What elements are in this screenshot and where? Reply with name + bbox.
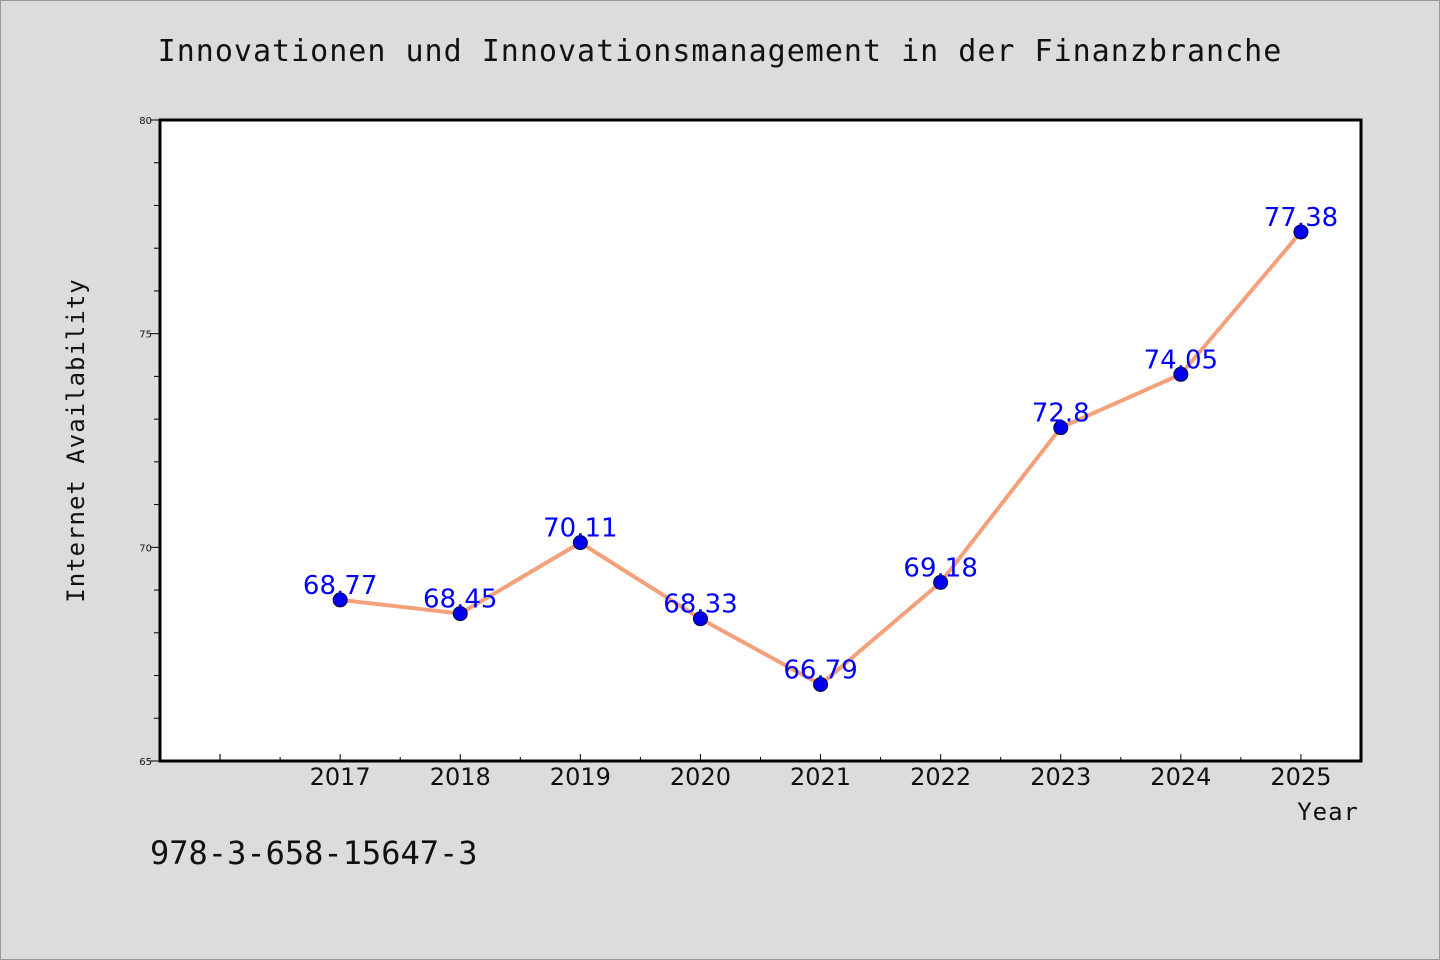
- x-tick-label: 2021: [790, 763, 851, 791]
- data-point: [1053, 420, 1069, 436]
- y-axis: 65 70 75 80: [139, 116, 160, 768]
- y-tick-label: 80: [139, 116, 152, 127]
- y-tick-label: 65: [139, 757, 152, 768]
- data-label: 66.79: [783, 656, 857, 686]
- x-tick-label: 2024: [1150, 763, 1211, 791]
- plot-area: [158, 118, 1363, 763]
- x-tick-label: 2019: [550, 763, 611, 791]
- data-label: 70.11: [543, 514, 617, 544]
- data-label: 74.05: [1144, 345, 1218, 375]
- footer-code: 978-3-658-15647-3: [150, 834, 478, 872]
- data-point: [933, 574, 949, 590]
- x-tick-label: 2017: [310, 763, 371, 791]
- data-point: [572, 535, 588, 551]
- data-label: 77.38: [1264, 203, 1338, 233]
- data-point: [332, 592, 348, 608]
- data-point: [692, 611, 708, 627]
- data-label: 68.77: [303, 571, 377, 601]
- y-axis-title: Internet Availability: [62, 278, 90, 602]
- data-label: 69.18: [903, 553, 977, 583]
- x-tick-label: 2022: [910, 763, 971, 791]
- x-axis-title: Year: [1297, 798, 1359, 826]
- y-tick-label: 75: [139, 330, 152, 341]
- data-label: 68.33: [663, 590, 737, 620]
- data-label: 68.45: [423, 585, 497, 615]
- y-tick-label: 70: [139, 543, 152, 554]
- data-point: [1293, 224, 1309, 240]
- x-axis: 2017 2018 2019 2020 2021 2022 2023 2024 2025: [219, 754, 1331, 791]
- data-point: [1173, 366, 1189, 382]
- chart-title: Innovationen und Innovationsmanagement i…: [157, 34, 1283, 69]
- series-layer: 68.77 68.45 70.11 68.33 66.79 69.18 72.8 74.05 7…: [303, 203, 1338, 693]
- x-tick-label: 2018: [430, 763, 491, 791]
- data-point: [452, 606, 468, 622]
- x-tick-label: 2023: [1030, 763, 1091, 791]
- x-tick-label: 2020: [670, 763, 731, 791]
- data-label: 72.8: [1032, 399, 1090, 429]
- data-point: [813, 677, 829, 693]
- x-tick-label: 2025: [1270, 763, 1331, 791]
